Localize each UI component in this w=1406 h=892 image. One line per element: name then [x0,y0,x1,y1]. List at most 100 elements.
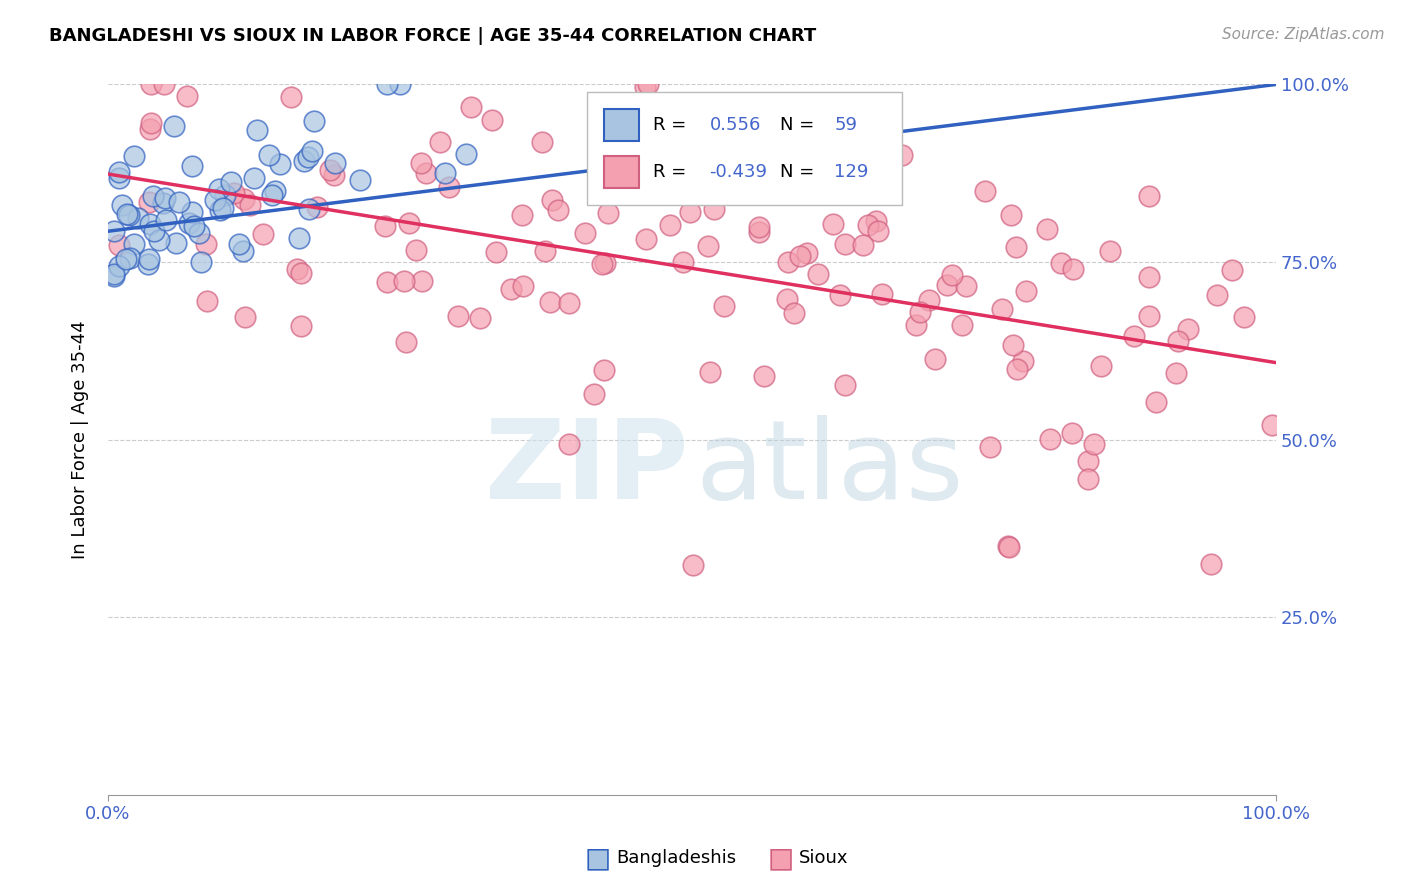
Point [783,305,806,319]
Point [204,193,226,207]
Point [789,249,811,263]
Point [349,173,371,187]
Point [1206,288,1229,302]
Point [398,217,420,231]
Point [997,539,1019,553]
Point [142,188,165,202]
Point [183,219,205,233]
Point [1083,437,1105,451]
Point [512,279,534,293]
Point [127,211,149,226]
Point [834,378,856,392]
Point [139,78,162,92]
Point [558,436,581,450]
Point [214,187,236,202]
Point [222,186,245,200]
Point [118,252,141,266]
Point [776,255,799,269]
Point [748,225,770,239]
Point [141,116,163,130]
Point [510,209,533,223]
Point [1036,222,1059,236]
Point [297,150,319,164]
Point [139,217,162,231]
Point [181,204,204,219]
Point [195,293,218,308]
Point [1146,394,1168,409]
Point [481,113,503,128]
Point [305,200,328,214]
Point [103,224,125,238]
Point [1015,284,1038,298]
Point [388,78,411,92]
Text: ■: ■ [768,844,793,872]
Text: Sioux: Sioux [799,849,848,867]
Point [796,246,818,260]
Text: ■: ■ [585,844,610,872]
Point [918,293,941,307]
Point [103,267,125,281]
Text: R =: R = [654,116,692,134]
Point [713,299,735,313]
Point [246,123,269,137]
Bar [605,156,640,188]
Point [950,318,973,332]
Text: 129: 129 [835,163,869,181]
Point [873,120,896,135]
Point [1005,240,1028,254]
Point [252,227,274,242]
Point [377,78,399,92]
Point [678,205,700,219]
Point [290,266,312,280]
Point [122,149,145,163]
Text: □: □ [768,844,793,872]
Point [103,268,125,283]
Text: 0.556: 0.556 [710,116,761,134]
Point [1077,453,1099,467]
Point [288,231,311,245]
Point [574,226,596,240]
Point [298,202,321,217]
Point [748,219,770,234]
Point [1166,367,1188,381]
Point [1098,244,1121,258]
Y-axis label: In Labor Force | Age 35-44: In Labor Force | Age 35-44 [72,320,89,559]
Point [148,233,170,247]
Point [290,319,312,334]
Point [1062,426,1084,441]
Text: atlas: atlas [696,415,965,522]
Point [259,148,281,162]
Point [411,274,433,288]
Point [243,171,266,186]
Point [991,301,1014,316]
Point [807,268,830,282]
Point [633,80,655,95]
Point [176,89,198,103]
Point [830,288,852,302]
Point [703,202,725,217]
Point [1077,472,1099,486]
Point [155,213,177,227]
Point [682,558,704,573]
Point [591,257,613,271]
Text: R =: R = [654,163,692,181]
Point [139,121,162,136]
Point [180,159,202,173]
Point [108,165,131,179]
Point [936,278,959,293]
Point [262,187,284,202]
Point [212,201,235,215]
Point [429,135,451,149]
Text: Bangladeshis: Bangladeshis [616,849,735,867]
Point [239,197,262,211]
Point [143,224,166,238]
Point [783,133,806,147]
Point [264,184,287,198]
Point [437,180,460,194]
Point [924,352,946,367]
Point [616,143,638,157]
Point [118,208,141,222]
Point [672,254,695,268]
Point [122,236,145,251]
FancyBboxPatch shape [586,92,903,205]
